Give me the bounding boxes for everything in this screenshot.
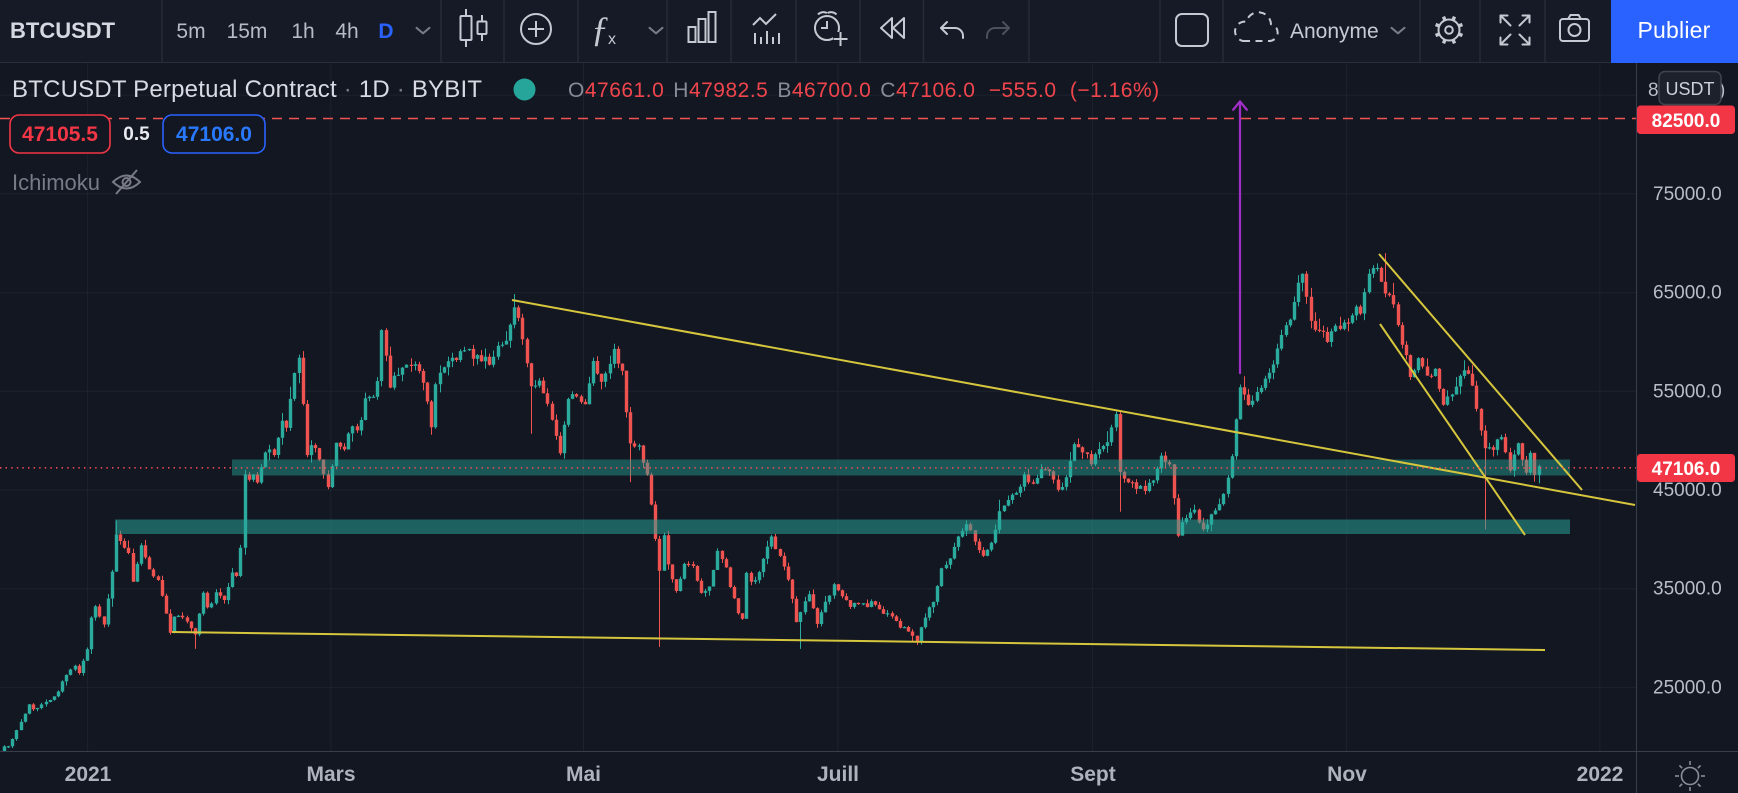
svg-text:Mars: Mars [306, 763, 355, 786]
svg-text:75000.0: 75000.0 [1653, 184, 1722, 205]
svg-text:BTCUSDT Perpetual Contract · 1: BTCUSDT Perpetual Contract · 1D · BYBIT [12, 76, 482, 103]
svg-text:BTCUSDT: BTCUSDT [10, 18, 116, 43]
svg-text:USDT: USDT [1666, 79, 1715, 99]
svg-text:8: 8 [1648, 80, 1659, 101]
svg-text:1h: 1h [291, 20, 314, 43]
svg-text:Mai: Mai [566, 763, 601, 786]
svg-text:0.5: 0.5 [123, 124, 150, 145]
svg-text:55000.0: 55000.0 [1653, 381, 1722, 402]
svg-text:4h: 4h [335, 20, 358, 43]
svg-text:25000.0: 25000.0 [1653, 677, 1722, 698]
svg-text:47106.0: 47106.0 [1652, 459, 1721, 480]
svg-text:ƒ: ƒ [591, 9, 609, 49]
svg-text:2022: 2022 [1577, 763, 1624, 786]
svg-text:35000.0: 35000.0 [1653, 579, 1722, 600]
svg-text:65000.0: 65000.0 [1653, 283, 1722, 304]
svg-text:Nov: Nov [1327, 763, 1367, 786]
svg-text:Sept: Sept [1070, 763, 1116, 786]
svg-text:Juill: Juill [817, 763, 859, 786]
svg-text:2021: 2021 [65, 763, 112, 786]
svg-text:47105.5: 47105.5 [22, 123, 98, 146]
svg-text:D: D [378, 20, 393, 43]
svg-text:Anonyme: Anonyme [1290, 20, 1379, 43]
svg-text:Ichimoku: Ichimoku [12, 170, 100, 195]
svg-text:45000.0: 45000.0 [1653, 480, 1722, 501]
svg-text:82500.0: 82500.0 [1652, 111, 1721, 132]
svg-text:x: x [608, 31, 616, 48]
svg-text:5m: 5m [176, 20, 205, 43]
svg-text:): ) [1719, 80, 1725, 101]
svg-text:47106.0: 47106.0 [176, 123, 252, 146]
svg-text:Publier: Publier [1638, 17, 1711, 43]
svg-text:15m: 15m [227, 20, 268, 43]
